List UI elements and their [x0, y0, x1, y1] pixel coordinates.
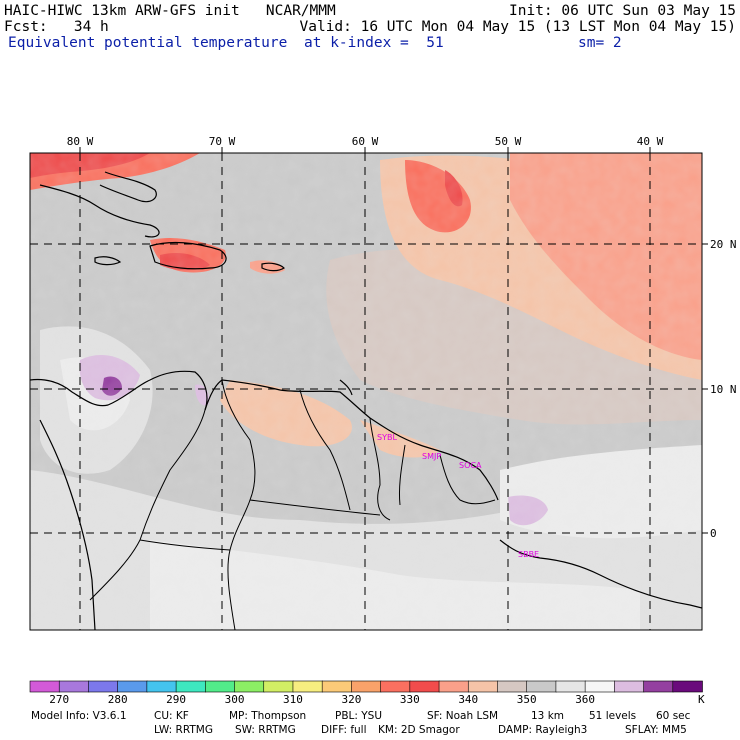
- model-info-sw: SW: RRTMG: [235, 724, 296, 736]
- colorbar-tick-label: 320: [341, 693, 361, 706]
- coast-panama-colombia: [30, 370, 208, 411]
- axis-ticks: [79, 147, 708, 534]
- colorbar-tick-label: 330: [400, 693, 420, 706]
- colorbar-swatch: [409, 680, 440, 693]
- colorbar-swatch: [497, 680, 528, 693]
- coast-pacific: [39, 419, 96, 630]
- coastlines: [30, 171, 702, 630]
- colorbar: 270 280 290 300 310 320 330 340 350 360: [29, 680, 703, 706]
- colorbar-swatch: [438, 680, 470, 693]
- colorbar-swatch: [205, 680, 236, 693]
- colorbar-tick-label: 340: [458, 693, 478, 706]
- model-info-res: 13 km: [531, 710, 565, 722]
- smoothing-info: sm= 2: [578, 35, 622, 51]
- model-info-mp: MP: Thompson: [229, 710, 307, 722]
- colorbar-swatch: [351, 680, 382, 693]
- colorbar-swatch: [584, 680, 616, 693]
- model-info-sf: SF: Noah LSM: [427, 710, 499, 722]
- init-time: Init: 06 UTC Sun 03 May 15: [509, 3, 736, 19]
- border-guiana-brazil: [439, 454, 496, 505]
- lat-label-10n: 10 N: [710, 383, 737, 396]
- colorbar-swatch: [467, 680, 499, 693]
- colorbar-swatch: [58, 680, 90, 693]
- model-info-sflay: SFLAY: MM5: [625, 724, 687, 736]
- lon-label-80w: 80 W: [67, 135, 94, 148]
- shaded-field: [30, 153, 702, 630]
- colorbar-swatch: [614, 680, 645, 693]
- colorbar-tick-label: 360: [575, 693, 595, 706]
- colorbar-swatch: [321, 680, 353, 693]
- field-name: Equivalent potential temperature: [8, 35, 288, 51]
- colorbar-swatch: [88, 680, 119, 693]
- coast-cuba-south: [39, 184, 160, 238]
- border-venezuela-guyana: [299, 389, 351, 511]
- colorbar-swatch: [234, 680, 265, 693]
- border-suriname-guiana: [399, 444, 406, 506]
- lat-label-0: 0: [710, 527, 717, 540]
- colorbar-tick-label: 350: [517, 693, 537, 706]
- colorbar-tick-label: 290: [166, 693, 186, 706]
- colorbar-swatch: [555, 680, 586, 693]
- model-info-timestep: 60 sec: [656, 710, 691, 722]
- colorbar-swatch: [117, 680, 148, 693]
- model-info-levels: 51 levels: [589, 710, 637, 722]
- colorbar-unit: K: [698, 693, 705, 706]
- map-frame: [29, 152, 703, 631]
- borders: [89, 379, 496, 630]
- model-info-km: KM: 2D Smagor: [378, 724, 460, 736]
- colorbar-swatch: [526, 680, 557, 693]
- model-title: HAIC-HIWC 13km ARW-GFS init NCAR/MMM: [4, 3, 336, 19]
- border-colombia-ecuador: [139, 539, 231, 551]
- colorbar-swatch: [380, 680, 411, 693]
- colorbar-swatch: [643, 680, 674, 693]
- colorbar-tick-label: 300: [225, 693, 245, 706]
- coast-puerto-rico: [261, 262, 285, 272]
- border-brazil-north: [249, 499, 381, 516]
- station-smjp: SMJP: [422, 452, 441, 461]
- coast-brazil: [499, 539, 702, 609]
- border-guyana-suriname: [369, 417, 391, 521]
- graticule: [30, 153, 702, 630]
- field-texture: [30, 153, 702, 630]
- lat-label-20n: 20 N: [710, 238, 737, 251]
- border-colombia-west: [89, 409, 206, 601]
- station-soca: SOCA: [459, 461, 482, 470]
- lon-label-50w: 50 W: [495, 135, 522, 148]
- forecast-hour: Fcst: 34 h: [4, 19, 109, 35]
- model-info-pbl: PBL: YSU: [335, 710, 383, 722]
- model-info-damp: DAMP: Rayleigh3: [498, 724, 588, 736]
- level-info: at k-index = 51: [304, 35, 444, 51]
- lon-label-40w: 40 W: [637, 135, 664, 148]
- border-colombia-venezuela: [221, 379, 256, 630]
- colorbar-swatch: [175, 680, 207, 693]
- colorbar-swatch: [292, 680, 323, 693]
- station-sbbe: SBBE: [518, 550, 539, 559]
- colorbar-tick-label: 310: [283, 693, 303, 706]
- coast-hispaniola: [149, 241, 227, 270]
- coast-trinidad: [339, 379, 353, 396]
- colorbar-swatch: [29, 680, 61, 693]
- colorbar-swatch: [672, 680, 703, 693]
- colorbar-swatch: [263, 680, 294, 693]
- model-info-lw: LW: RRTMG: [154, 724, 213, 736]
- station-sybl: SYBL: [377, 433, 397, 442]
- model-info-1: Model Info: V3.6.1: [31, 710, 127, 722]
- colorbar-tick-label: 270: [49, 693, 69, 706]
- valid-time: Valid: 16 UTC Mon 04 May 15 (13 LST Mon …: [299, 19, 737, 35]
- colorbar-swatch: [146, 680, 177, 693]
- model-info-diff: DIFF: full: [321, 724, 367, 736]
- lon-label-60w: 60 W: [352, 135, 379, 148]
- colorbar-tick-label: 280: [108, 693, 128, 706]
- model-info-cu: CU: KF: [154, 710, 189, 722]
- coast-jamaica: [94, 256, 122, 266]
- coast-venezuela-guianas: [204, 379, 499, 501]
- coast-cuba: [99, 171, 157, 203]
- lon-label-70w: 70 W: [209, 135, 236, 148]
